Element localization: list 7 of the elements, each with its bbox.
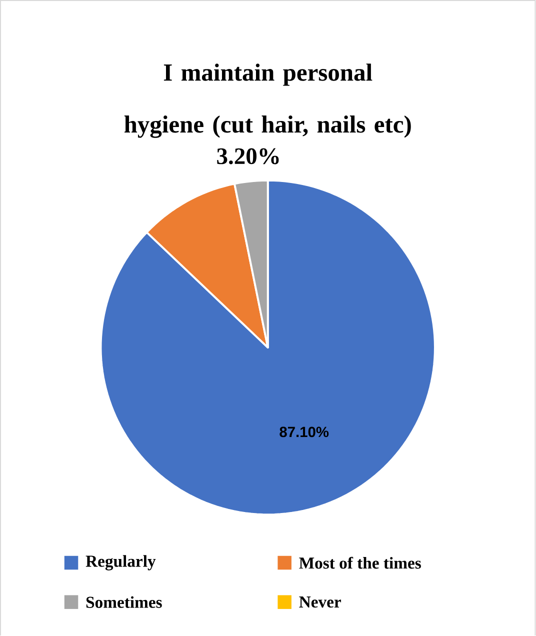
data-label: 3.20% xyxy=(217,148,279,164)
legend-label: Most of the times xyxy=(299,556,422,569)
chart-title: I maintain personal hygiene (cut hair, nails etc) xyxy=(124,64,411,138)
legend-label: Sometimes xyxy=(86,596,162,608)
data-label: 87.10% xyxy=(280,426,329,438)
legend-label: Regularly xyxy=(86,555,156,570)
legend-label: Never xyxy=(299,596,342,608)
